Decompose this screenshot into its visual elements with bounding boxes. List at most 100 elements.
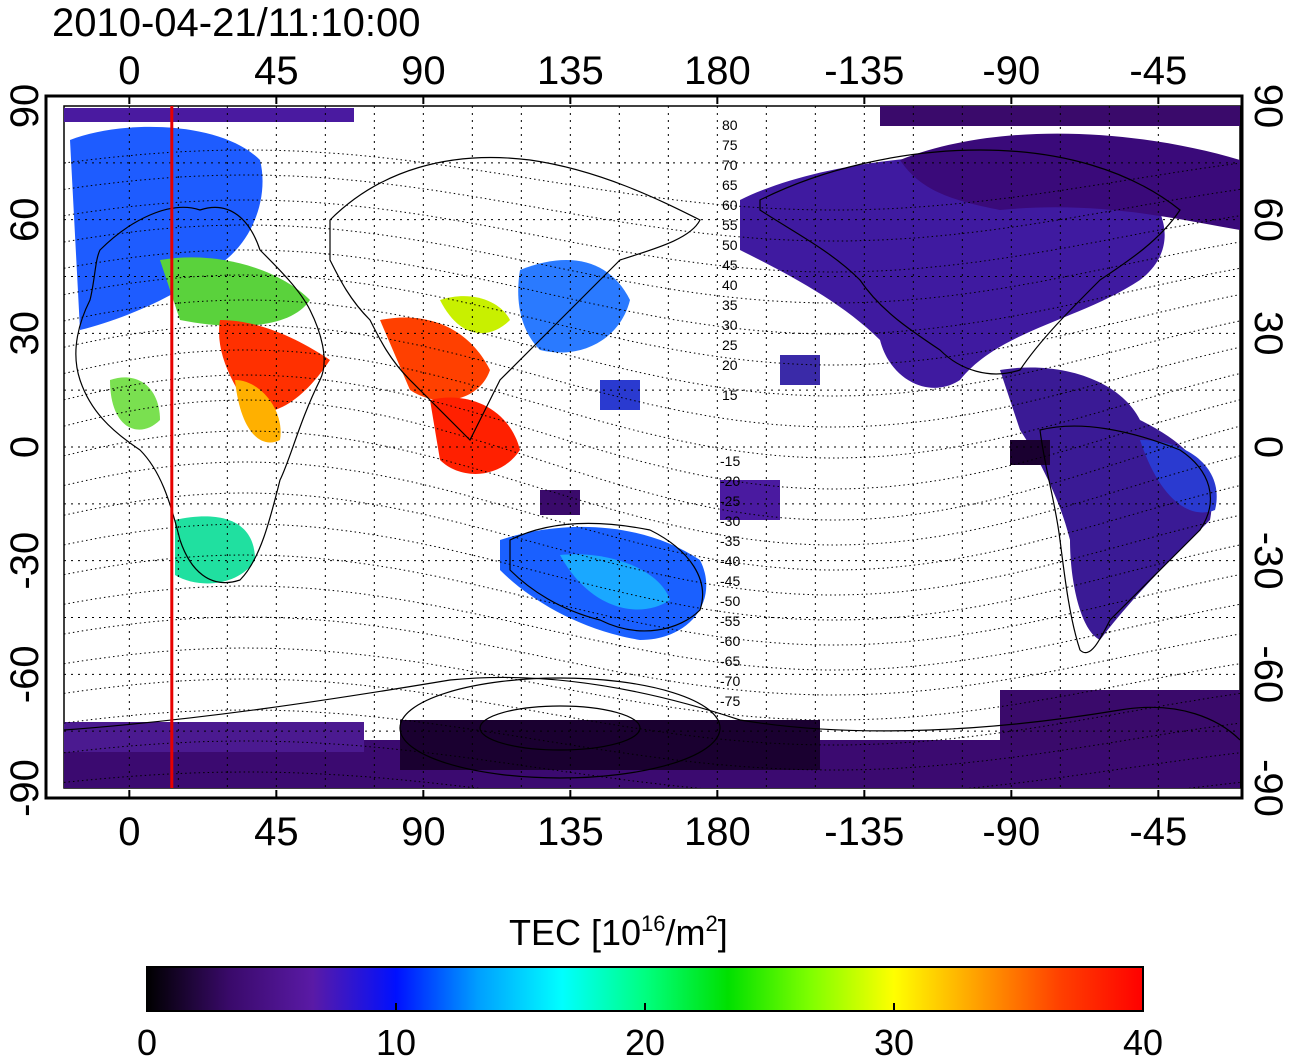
lon-tick-label-bottom: -90 [982,810,1040,854]
contour-label: 20 [722,357,738,373]
lon-tick-label-bottom: 180 [684,810,751,854]
lon-tick-label-bottom: 135 [537,810,604,854]
contour-label: -75 [720,693,740,709]
lat-tick-label-right: -60 [1246,645,1290,703]
contour-label: 80 [722,117,738,133]
tec-patch [1140,440,1217,513]
tec-patch [235,380,281,443]
lon-tick-label-top: 90 [401,49,446,93]
tec-patch [880,106,1240,126]
contour-label: 25 [722,337,738,353]
contour-line [64,616,1240,696]
magnetic-latitude-contours: 80 75 70 65 60 55 50 45 40 35 30 25 20 15 -15 -20 -25 -30… [64,117,1240,870]
colorbar-title-base: TEC [10 [509,912,641,953]
contour-label: 45 [722,257,738,273]
colorbar-tick-label: 20 [625,1022,665,1057]
tec-patch [780,355,820,385]
lat-tick-label-right: 60 [1246,197,1290,242]
coastline-north-america [759,149,1181,375]
lon-tick-label-bottom: 45 [254,810,299,854]
tec-patch [540,490,580,515]
contour-label: 70 [722,157,738,173]
tec-patch [440,296,510,334]
contour-ring [479,705,641,751]
tec-patch [160,257,310,326]
coastline-africa-europe [75,206,325,584]
contour-line [64,374,1240,490]
lon-tick-label-bottom: -45 [1129,810,1187,854]
lat-tick-label-right: -30 [1246,532,1290,590]
colorbar-title-unit: /m [666,912,706,953]
colorbar-tick-label: 0 [137,1022,157,1057]
lon-tick-label-bottom: -135 [824,810,904,854]
lat-tick-label-right: -90 [1246,759,1290,817]
coastline-australia [509,522,704,632]
lat-tick-label-right: 90 [1246,84,1290,129]
lat-tick-label-left: -60 [3,645,47,703]
colorbar-tick-label: 30 [874,1022,914,1057]
tec-patch [600,380,640,410]
contour-line [64,324,1240,428]
contour-label: 55 [722,217,738,233]
contour-line [64,803,1240,845]
contour-label: -15 [720,453,740,469]
contour-label: -65 [720,653,740,669]
contour-line [64,430,1240,546]
tec-patch [64,108,354,122]
lat-tick-label-right: 0 [1246,436,1290,458]
grid-lines [64,106,1240,788]
coastlines [64,149,1240,741]
tec-patch [175,516,255,584]
contour-label: 35 [722,297,738,313]
contour-label: 15 [722,387,738,403]
tec-patch [110,377,160,430]
contour-label: 60 [722,197,738,213]
tec-patch [430,397,520,474]
contour-label: -55 [720,613,740,629]
contour-line [64,678,1240,746]
lon-tick-label-top: -45 [1129,49,1187,93]
latitude-axis-left: 90 60 30 0 -30 -60 -90 [3,84,47,817]
contour-line [64,585,1240,671]
latitude-axis-right: 90 60 30 0 -30 -60 -90 [1246,84,1290,817]
contour-ring [399,677,721,779]
contour-label: -35 [720,533,740,549]
contour-label: -25 [720,493,740,509]
colorbar-title-exponent: 16 [641,911,665,936]
contour-label: -50 [720,593,740,609]
contour-label: 65 [722,177,738,193]
coastline-south-america [1039,425,1211,654]
lon-tick-label-top: 0 [118,49,140,93]
contour-line [64,834,1240,870]
coastline-asia [329,157,701,442]
coastline-antarctica [64,676,1240,741]
colorbar-tick-label: 40 [1123,1022,1163,1057]
contour-label: -20 [720,473,740,489]
lon-tick-label-bottom: 90 [401,810,446,854]
contour-label: -60 [720,633,740,649]
contour-label: 75 [722,137,738,153]
tec-patch [740,155,1165,388]
tec-patch [560,554,670,610]
tec-patch [900,133,1240,230]
lat-tick-label-left: 0 [3,436,47,458]
colorbar-tick-label: 10 [376,1022,416,1057]
lon-tick-label-bottom: 0 [118,810,140,854]
colorbar-title-unit-exponent: 2 [706,911,718,936]
tec-patch [1000,690,1240,750]
colorbar-title-close: ] [718,912,728,953]
tec-patch [380,317,490,401]
contour-label: -45 [720,573,740,589]
lon-tick-label-top: -135 [824,49,904,93]
contour-line [64,249,1240,335]
contour-line [64,492,1240,596]
lat-tick-label-left: -30 [3,532,47,590]
timestamp-title: 2010-04-21/11:10:00 [52,1,420,45]
contour-line [64,399,1240,521]
contour-line [64,224,1240,304]
contour-label: -30 [720,513,740,529]
contour-line [64,174,1240,242]
lat-tick-label-left: 90 [3,84,47,129]
lon-tick-label-top: 135 [537,49,604,93]
